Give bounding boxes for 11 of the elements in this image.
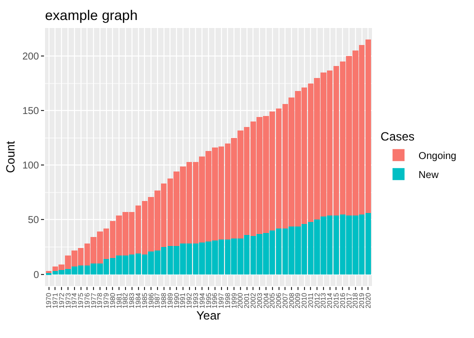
- x-axis-title: Year: [196, 308, 221, 322]
- y-tick-label: 150: [22, 106, 40, 118]
- legend-label: Ongoing: [418, 151, 456, 162]
- legend-label: New: [418, 170, 440, 181]
- legend-title: Cases: [380, 130, 415, 144]
- chart-title: example graph: [45, 6, 138, 23]
- y-axis-title: Count: [4, 140, 18, 174]
- y-tick-label: 100: [22, 160, 40, 172]
- y-tick-label: 0: [33, 270, 40, 281]
- y-tick-label: 200: [22, 52, 40, 63]
- y-tick-label: 50: [28, 215, 40, 226]
